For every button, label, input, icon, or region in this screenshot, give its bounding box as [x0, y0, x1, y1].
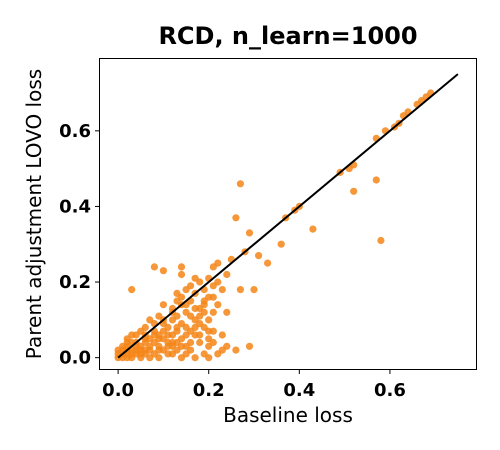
scatter-point — [141, 338, 149, 347]
scatter-point — [223, 308, 231, 316]
scatter-point — [177, 270, 186, 279]
scatter-point — [218, 331, 226, 339]
scatter-point — [250, 286, 258, 294]
x-tick-label: 0.6 — [374, 380, 406, 401]
scatter-point — [128, 286, 136, 294]
y-tick-label: 0.0 — [59, 348, 91, 369]
scatter-point — [177, 263, 186, 271]
scatter-point — [350, 187, 358, 195]
scatter-point — [182, 323, 190, 331]
scatter-point — [214, 350, 222, 358]
scatter-point — [128, 350, 136, 358]
scatter-point — [245, 229, 254, 237]
scatter-point — [168, 342, 177, 350]
scatter-point — [128, 331, 136, 339]
scatter-point — [205, 354, 213, 362]
scatter-point — [114, 346, 122, 354]
reference-line — [117, 73, 459, 359]
scatter-point — [159, 301, 167, 309]
plot-frame — [99, 58, 477, 370]
scatter-point — [146, 346, 154, 354]
x-axis-ticks: 0.0 0.2 0.4 0.6 — [102, 369, 406, 401]
scatter-point — [187, 338, 195, 347]
scatter-point — [150, 338, 158, 347]
scatter-point — [205, 342, 213, 350]
y-axis-label: Parent adjustment LOVO loss — [22, 69, 46, 359]
y-axis-ticks: 0.0 0.2 0.4 0.6 — [59, 121, 100, 369]
scatter-point — [209, 263, 217, 271]
scatter-point — [223, 342, 231, 350]
scatter-point — [218, 286, 226, 294]
x-tick-label: 0.0 — [102, 380, 134, 401]
scatter-point — [159, 335, 167, 343]
scatter-point — [150, 263, 158, 271]
scatter-point — [214, 278, 222, 286]
scatter-point — [245, 342, 254, 350]
scatter-point — [209, 293, 217, 301]
y-tick-label: 0.4 — [59, 196, 91, 217]
scatter-point — [205, 316, 213, 324]
scatter-point — [155, 354, 163, 362]
scatter-point — [155, 346, 163, 354]
scatter-point — [187, 312, 195, 320]
scatter-point — [232, 214, 240, 222]
scatter-point — [309, 225, 317, 233]
scatter-point — [377, 236, 385, 245]
scatter-point — [200, 308, 208, 316]
y-tick-label: 0.6 — [59, 121, 91, 142]
scatter-point — [232, 346, 240, 354]
x-tick-label: 0.2 — [193, 380, 225, 401]
x-axis-label: Baseline loss — [223, 403, 353, 427]
scatter-point — [209, 308, 217, 316]
scatter-point — [137, 350, 145, 358]
scatter-point — [196, 338, 204, 347]
scatter-point — [264, 259, 272, 267]
scatter-point — [177, 342, 186, 350]
scatter-point — [196, 331, 204, 339]
scatter-point — [150, 331, 158, 339]
scatter-point — [200, 301, 208, 309]
scatter-point — [214, 301, 222, 309]
y-tick-label: 0.2 — [59, 272, 91, 293]
scatter-point — [123, 338, 131, 347]
scatter-point — [191, 323, 199, 331]
chart-title: RCD, n_learn=1000 — [158, 22, 417, 50]
scatter-point — [196, 278, 204, 286]
scatter-point — [372, 176, 380, 184]
scatter-point — [159, 267, 167, 275]
x-tick-label: 0.4 — [283, 380, 315, 401]
scatter-point — [182, 286, 190, 294]
scatter-point — [223, 270, 231, 279]
scatter-point — [182, 331, 190, 339]
scatter-point — [146, 354, 154, 362]
scatter-point — [191, 304, 199, 313]
scatter-point — [164, 323, 172, 331]
scatter-point — [236, 180, 244, 188]
scatter-point — [277, 240, 285, 248]
scatter-point — [191, 354, 199, 362]
scatter-point — [168, 350, 177, 358]
scatter-point — [255, 252, 263, 260]
scatter-point — [236, 286, 244, 294]
scatter-point — [173, 327, 181, 335]
scatter-point — [173, 297, 181, 305]
scatter-point — [205, 327, 213, 335]
scatter-point — [182, 350, 190, 358]
